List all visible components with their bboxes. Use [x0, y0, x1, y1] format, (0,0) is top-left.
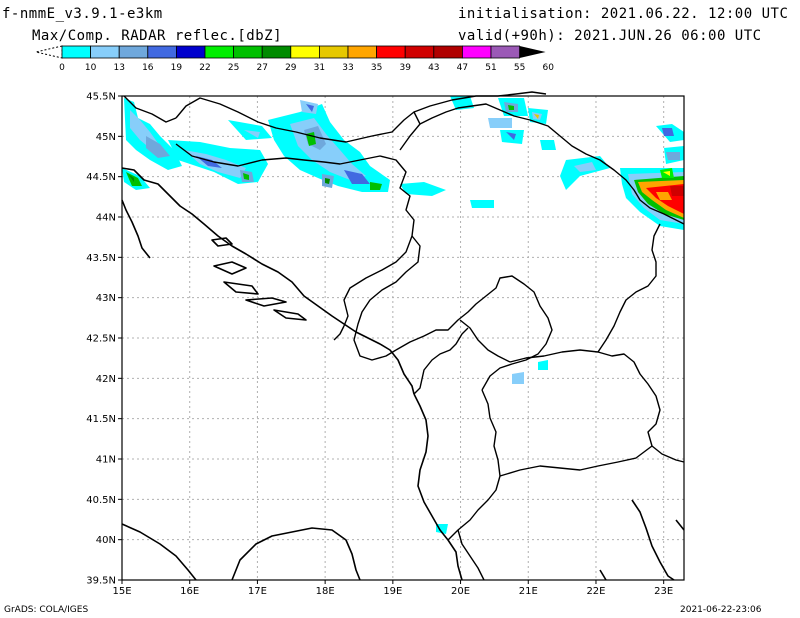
montenegro-border: [395, 275, 553, 391]
legend-tick-label: 0: [59, 63, 65, 73]
legend-tick-label: 33: [342, 63, 353, 73]
lat-label: 42N: [96, 374, 116, 385]
grads-credit: GrADS: COLA/IGES: [4, 605, 89, 615]
lon-label: 16E: [180, 586, 199, 597]
lon-label: 18E: [316, 586, 335, 597]
albania-coast: [413, 393, 463, 581]
radar-echoes: [122, 96, 684, 534]
lat-label: 41N: [96, 455, 116, 466]
legend-over-triangle: [519, 46, 546, 58]
legend-tick-label: 47: [457, 63, 468, 73]
island-5: [211, 237, 233, 247]
lat-label: 41.5N: [86, 414, 116, 425]
lat-label: 43N: [96, 293, 116, 304]
italy-heel-coast: [121, 523, 197, 581]
italy-south-coast: [231, 527, 361, 581]
lon-label: 17E: [248, 586, 267, 597]
legend-tick-label: 10: [85, 63, 97, 73]
istria-coast: [121, 199, 151, 259]
graticule: [122, 96, 684, 580]
legend-tick-label: 60: [542, 63, 554, 73]
legend-tick-label: 55: [514, 63, 525, 73]
greece-west-coast: [631, 499, 675, 581]
legend-tick-label: 27: [256, 63, 267, 73]
albania-greece-border: [457, 529, 485, 581]
legend-tick-label: 25: [228, 63, 239, 73]
kosovo-border: [459, 319, 511, 363]
albania-macedonia-border: [447, 389, 501, 541]
echo-cluster-north: [168, 120, 272, 184]
legend-tick-label: 19: [171, 63, 183, 73]
bosnia-croatia-south-border: [333, 325, 345, 341]
adriatic-coast-north: [121, 167, 415, 395]
croatia-hungary-border: [175, 97, 421, 151]
legend-tick-label: 29: [285, 63, 297, 73]
render-timestamp: 2021-06-22-23:06: [680, 605, 762, 615]
bosnia-serbia-border: [353, 235, 421, 361]
legend-tick-label: 13: [113, 63, 124, 73]
legend-under-triangle: [35, 45, 63, 59]
lon-label: 23E: [654, 586, 673, 597]
island-3: [245, 297, 287, 307]
lat-label: 45N: [96, 132, 116, 143]
lat-label: 40.5N: [86, 495, 116, 506]
product-title: Max/Comp. RADAR reflec.[dbZ]: [32, 28, 283, 44]
island-4: [273, 309, 307, 321]
albania-montenegro-border: [413, 327, 469, 395]
lat-label: 42.5N: [86, 334, 116, 345]
axis-labels: 15E 16E 17E 18E 19E 20E 21E 22E 23E 45.5N 45N 44.5N…: [86, 92, 673, 598]
lon-label: 19E: [383, 586, 402, 597]
island-2: [223, 281, 259, 295]
slovenia-croatia-border: [123, 95, 177, 123]
lat-label: 39.5N: [86, 576, 116, 587]
serbia-bulgaria-border: [597, 223, 661, 353]
croatia-bosnia-border: [175, 143, 415, 327]
legend-tick-label: 35: [371, 63, 382, 73]
init-value: 2021.06.22. 12:00 UTC: [600, 6, 789, 22]
lat-label: 45.5N: [86, 92, 116, 103]
echo-cluster-east-strong: [620, 124, 684, 230]
macedonia-bulgaria-border: [509, 349, 685, 463]
valid-value: 2021.JUN.26 06:00 UTC: [574, 28, 762, 44]
legend-tick-label: 16: [142, 63, 154, 73]
legend-tick-label: 39: [399, 63, 411, 73]
lat-label: 44.5N: [86, 172, 116, 183]
lon-label: 20E: [451, 586, 470, 597]
lon-label: 22E: [586, 586, 605, 597]
legend-tick-label: 51: [485, 63, 496, 73]
macedonia-greece-border: [499, 445, 653, 477]
greece-coast-south: [599, 569, 607, 581]
echo-cluster-serbia-north: [400, 96, 610, 534]
lat-label: 44N: [96, 213, 116, 224]
echo-cluster-nw: [122, 98, 182, 190]
lat-label: 40N: [96, 535, 116, 546]
serbia-romania-border: [419, 103, 685, 225]
lon-label: 21E: [519, 586, 538, 597]
legend-tick-label: 31: [314, 63, 325, 73]
coastlines-borders: [121, 91, 685, 581]
valid-line: valid(+90h): 2021.JUN.26 06:00 UTC: [458, 28, 762, 44]
model-title: f-nmmE_v3.9.1-e3km: [2, 6, 163, 22]
legend-tick-label: 43: [428, 63, 439, 73]
lon-label: 15E: [112, 586, 131, 597]
island-1: [213, 261, 247, 275]
valid-label: valid(+90h):: [458, 28, 566, 44]
init-line: initialisation: 2021.06.22. 12:00 UTC: [458, 6, 788, 22]
echo-cluster-bosnia: [268, 100, 390, 192]
init-label: initialisation:: [458, 6, 592, 22]
color-legend: 0 10 13 16 19 22 25 27 29 31 33 35 39 43 47 51 55 60: [35, 45, 554, 73]
lat-label: 43.5N: [86, 253, 116, 264]
map-frame: [121, 95, 685, 581]
greece-coast-east: [675, 519, 685, 531]
legend-tick-label: 22: [199, 63, 210, 73]
